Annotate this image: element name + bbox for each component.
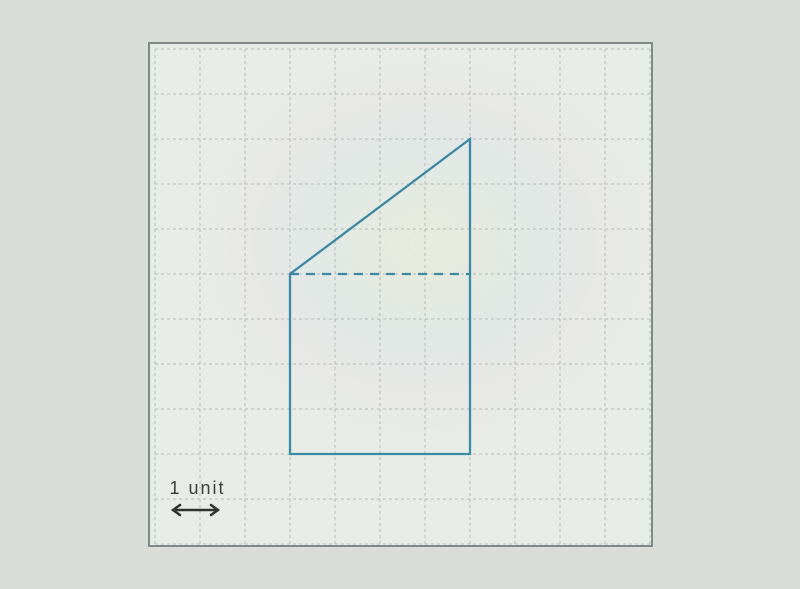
unit-scale-arrow-icon <box>168 501 223 519</box>
figure-panel: 1 unit <box>148 42 653 547</box>
grid-svg <box>150 44 655 549</box>
unit-scale-label: 1 unit <box>170 478 226 499</box>
